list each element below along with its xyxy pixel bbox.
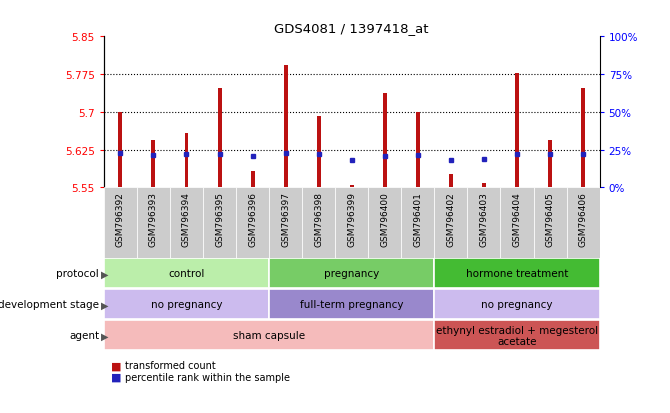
Bar bbox=[218, 88, 222, 188]
Text: GSM796405: GSM796405 bbox=[545, 191, 555, 246]
Title: GDS4081 / 1397418_at: GDS4081 / 1397418_at bbox=[275, 21, 429, 35]
Bar bbox=[416, 113, 420, 188]
Bar bbox=[283, 66, 287, 188]
Bar bbox=[151, 140, 155, 188]
Bar bbox=[434, 320, 600, 350]
Bar bbox=[203, 188, 236, 258]
Bar bbox=[383, 93, 387, 188]
Bar bbox=[251, 172, 255, 188]
Text: transformed count: transformed count bbox=[125, 361, 216, 370]
Bar bbox=[269, 188, 302, 258]
Bar bbox=[184, 134, 188, 188]
Bar bbox=[482, 184, 486, 188]
Bar bbox=[434, 188, 468, 258]
Bar bbox=[335, 188, 368, 258]
Text: GSM796394: GSM796394 bbox=[182, 191, 191, 246]
Text: GSM796403: GSM796403 bbox=[480, 191, 488, 246]
Text: control: control bbox=[168, 268, 204, 279]
Bar bbox=[567, 188, 600, 258]
Text: GSM796397: GSM796397 bbox=[281, 191, 290, 246]
Bar bbox=[104, 259, 269, 288]
Text: GSM796396: GSM796396 bbox=[248, 191, 257, 246]
Text: GSM796400: GSM796400 bbox=[381, 191, 389, 246]
Text: GSM796404: GSM796404 bbox=[513, 191, 521, 246]
Text: hormone treatment: hormone treatment bbox=[466, 268, 568, 279]
Bar bbox=[269, 290, 434, 320]
Bar bbox=[581, 88, 585, 188]
Bar bbox=[317, 116, 321, 188]
Text: ▶: ▶ bbox=[100, 330, 108, 341]
Bar bbox=[104, 320, 434, 350]
Text: ■: ■ bbox=[111, 361, 121, 370]
Bar bbox=[548, 140, 552, 188]
Bar bbox=[434, 290, 600, 320]
Text: percentile rank within the sample: percentile rank within the sample bbox=[125, 372, 290, 382]
Bar bbox=[302, 188, 335, 258]
Text: ethynyl estradiol + megesterol
acetate: ethynyl estradiol + megesterol acetate bbox=[436, 325, 598, 347]
Text: GSM796401: GSM796401 bbox=[413, 191, 422, 246]
Bar bbox=[434, 259, 600, 288]
Text: ■: ■ bbox=[111, 372, 121, 382]
Bar bbox=[449, 175, 453, 188]
Text: development stage: development stage bbox=[0, 299, 99, 310]
Bar bbox=[401, 188, 434, 258]
Bar bbox=[137, 188, 170, 258]
Text: full-term pregnancy: full-term pregnancy bbox=[300, 299, 403, 310]
Text: ▶: ▶ bbox=[100, 299, 108, 310]
Text: GSM796406: GSM796406 bbox=[579, 191, 588, 246]
Bar bbox=[104, 290, 269, 320]
Bar bbox=[515, 74, 519, 188]
Text: GSM796395: GSM796395 bbox=[215, 191, 224, 246]
Bar bbox=[500, 188, 533, 258]
Text: GSM796399: GSM796399 bbox=[347, 191, 356, 246]
Bar bbox=[468, 188, 500, 258]
Text: sham capsule: sham capsule bbox=[233, 330, 305, 341]
Text: no pregnancy: no pregnancy bbox=[151, 299, 222, 310]
Text: GSM796402: GSM796402 bbox=[446, 191, 456, 246]
Bar bbox=[236, 188, 269, 258]
Text: GSM796393: GSM796393 bbox=[149, 191, 158, 246]
Bar bbox=[104, 188, 137, 258]
Text: no pregnancy: no pregnancy bbox=[481, 299, 553, 310]
Text: ▶: ▶ bbox=[100, 268, 108, 279]
Text: GSM796392: GSM796392 bbox=[116, 191, 125, 246]
Bar bbox=[269, 259, 434, 288]
Text: agent: agent bbox=[69, 330, 99, 341]
Text: protocol: protocol bbox=[56, 268, 99, 279]
Bar bbox=[533, 188, 567, 258]
Text: pregnancy: pregnancy bbox=[324, 268, 379, 279]
Bar bbox=[350, 186, 354, 188]
Bar bbox=[369, 188, 401, 258]
Bar bbox=[170, 188, 203, 258]
Text: GSM796398: GSM796398 bbox=[314, 191, 323, 246]
Bar bbox=[119, 113, 123, 188]
